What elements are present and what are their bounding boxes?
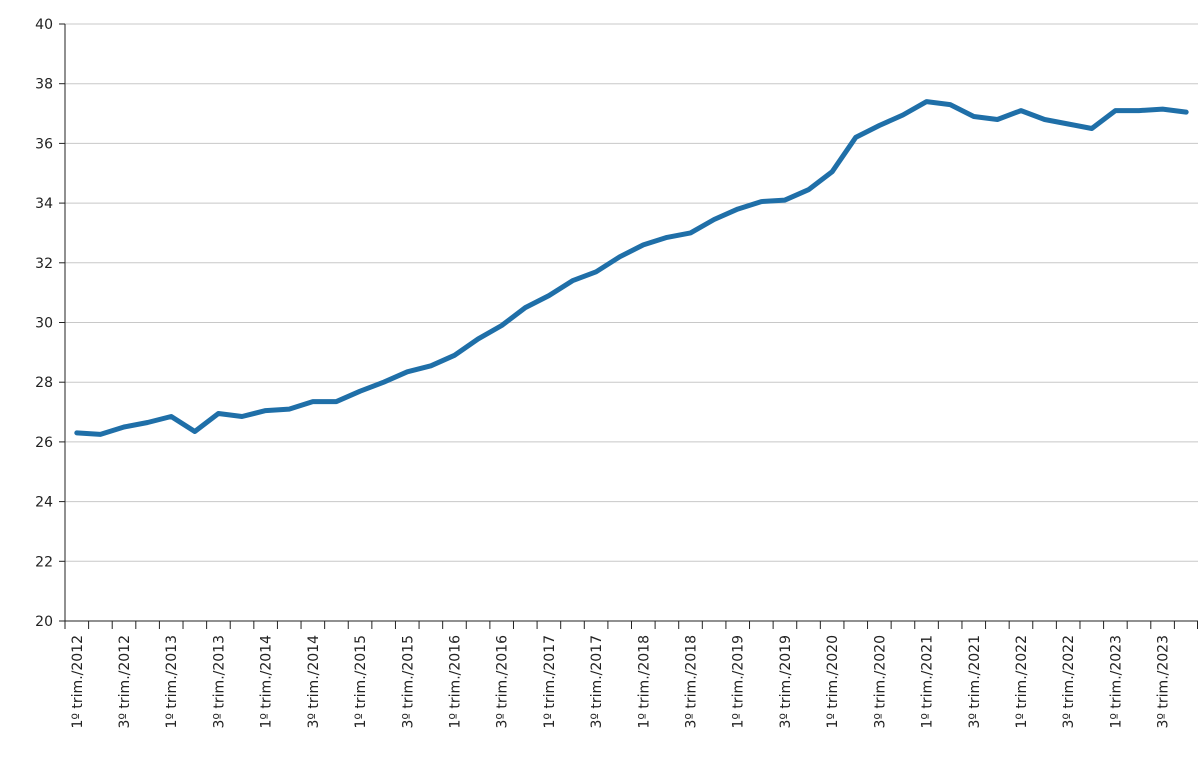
x-tick-label: 1º trim./2018 [636, 635, 652, 729]
x-tick-label: 1º trim./2023 [1108, 635, 1124, 729]
y-tick-label: 28 [35, 375, 53, 391]
x-tick-label: 3º trim./2016 [495, 635, 511, 729]
x-tick-label: 1º trim./2016 [447, 635, 463, 729]
y-tick-label: 26 [35, 435, 53, 451]
x-tick-label: 3º trim./2021 [967, 635, 983, 729]
x-tick-label: 3º trim./2012 [117, 635, 133, 729]
y-tick-label: 36 [35, 136, 53, 152]
x-tick-label: 3º trim./2019 [778, 635, 794, 729]
x-tick-label: 3º trim./2017 [589, 635, 605, 729]
y-tick-label: 24 [35, 495, 53, 511]
x-tick-label: 3º trim./2018 [684, 635, 700, 729]
x-tick-label: 1º trim./2013 [164, 635, 180, 729]
x-tick-label: 1º trim./2012 [70, 635, 86, 729]
y-tick-label: 22 [35, 554, 53, 570]
x-tick-label: 3º trim./2013 [211, 635, 227, 729]
x-tick-label: 1º trim./2021 [920, 635, 936, 729]
y-tick-label: 30 [35, 316, 53, 332]
x-tick-label: 1º trim./2022 [1014, 635, 1030, 729]
y-tick-label: 20 [35, 614, 53, 630]
x-tick-label: 3º trim./2020 [872, 635, 888, 729]
y-tick-label: 32 [35, 256, 53, 272]
y-tick-label: 38 [35, 77, 53, 93]
x-tick-label: 1º trim./2017 [542, 635, 558, 729]
x-tick-label: 1º trim./2020 [825, 635, 841, 729]
x-tick-label: 3º trim./2022 [1061, 635, 1077, 729]
x-tick-label: 3º trim./2023 [1156, 635, 1172, 729]
x-tick-label: 1º trim./2019 [731, 635, 747, 729]
y-tick-label: 40 [35, 17, 53, 33]
x-tick-label: 1º trim./2015 [353, 635, 369, 729]
x-tick-label: 1º trim./2014 [259, 635, 275, 729]
x-tick-label: 3º trim./2014 [306, 635, 322, 729]
y-tick-label: 34 [35, 196, 53, 212]
series-line [74, 99, 1189, 437]
x-tick-label: 3º trim./2015 [400, 635, 416, 729]
